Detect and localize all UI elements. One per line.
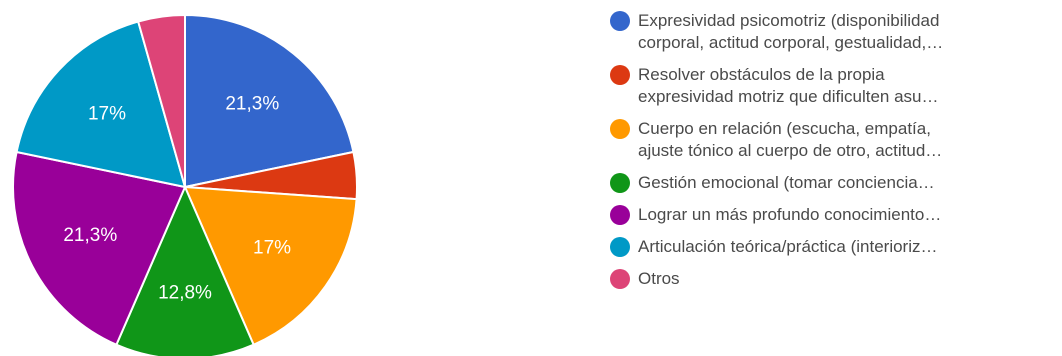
chart-legend: Expresividad psicomotriz (disponibilidad… (610, 10, 1058, 300)
legend-swatch (610, 205, 630, 225)
slice-value-label-2: 17% (253, 238, 291, 259)
legend-item-5[interactable]: Articulación teórica/práctica (interiori… (610, 236, 1058, 258)
legend-label: Gestión emocional (tomar conciencia… (638, 173, 935, 192)
pie-value-labels: 21,3% 17% 12,8% 21,3% 17% (63, 93, 291, 303)
pie-slices (12, 13, 358, 356)
legend-label: Resolver obstáculos de la propia expresi… (638, 65, 939, 106)
legend-item-6[interactable]: Otros (610, 268, 1058, 290)
legend-swatch (610, 237, 630, 257)
legend-item-2[interactable]: Cuerpo en relación (escucha, empatía, aj… (610, 118, 1058, 162)
legend-label: Expresividad psicomotriz (disponibilidad… (638, 11, 944, 52)
legend-label: Cuerpo en relación (escucha, empatía, aj… (638, 119, 943, 160)
legend-item-1[interactable]: Resolver obstáculos de la propia expresi… (610, 64, 1058, 108)
legend-swatch (610, 65, 630, 85)
legend-swatch (610, 11, 630, 31)
pie-slice-0 (184, 13, 355, 189)
pie-chart: 21,3% 17% 12,8% 21,3% 17% (12, 13, 358, 356)
pie-slice-2 (183, 185, 358, 347)
pie-slice-4 (12, 150, 187, 347)
legend-label: Lograr un más profundo conocimiento… (638, 205, 942, 224)
pie-slice-3 (115, 184, 255, 356)
legend-label: Articulación teórica/práctica (interiori… (638, 237, 938, 256)
pie-slice-6 (136, 13, 186, 188)
pie-slice-5 (15, 20, 187, 189)
legend-swatch (610, 269, 630, 289)
legend-label: Otros (638, 269, 680, 288)
slice-value-label-4: 21,3% (63, 225, 117, 246)
legend-swatch (610, 173, 630, 193)
legend-item-4[interactable]: Lograr un más profundo conocimiento… (610, 204, 1058, 226)
slice-value-label-0: 21,3% (225, 93, 279, 114)
legend-item-3[interactable]: Gestión emocional (tomar conciencia… (610, 172, 1058, 194)
slice-value-label-3: 12,8% (158, 283, 212, 304)
slice-value-label-5: 17% (88, 103, 126, 124)
legend-item-0[interactable]: Expresividad psicomotriz (disponibilidad… (610, 10, 1058, 54)
legend-swatch (610, 119, 630, 139)
